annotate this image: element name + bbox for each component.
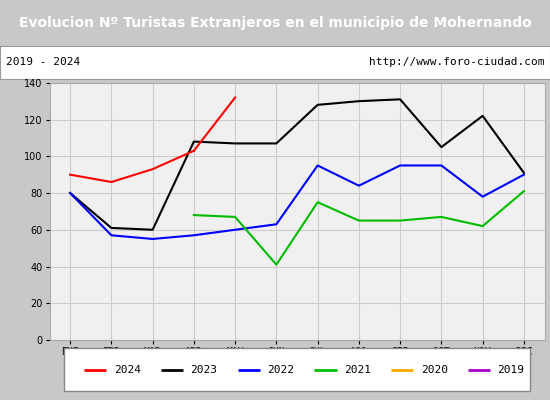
Text: 2023: 2023: [191, 365, 218, 375]
Text: Evolucion Nº Turistas Extranjeros en el municipio de Mohernando: Evolucion Nº Turistas Extranjeros en el …: [19, 16, 531, 30]
Text: http://www.foro-ciudad.com: http://www.foro-ciudad.com: [369, 57, 544, 67]
Text: 2022: 2022: [267, 365, 294, 375]
Text: 2019 - 2024: 2019 - 2024: [6, 57, 80, 67]
Text: 2019: 2019: [498, 365, 525, 375]
Text: 2021: 2021: [344, 365, 371, 375]
Text: 2020: 2020: [421, 365, 448, 375]
Text: 2024: 2024: [114, 365, 141, 375]
